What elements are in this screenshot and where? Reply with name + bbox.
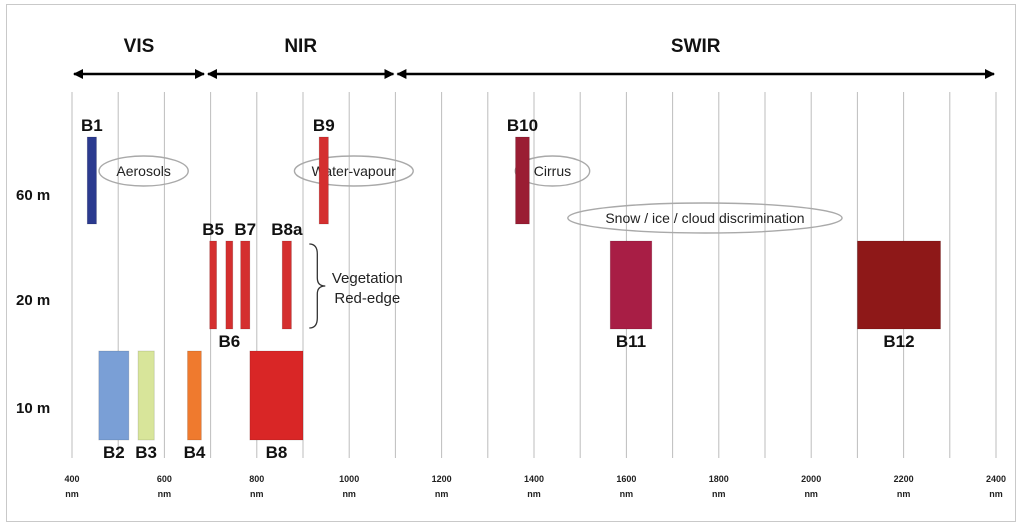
band-label-b8: B8 <box>266 443 288 462</box>
tick-unit-1000: nm <box>342 489 356 499</box>
tick-label-2000: 2000 <box>801 474 821 484</box>
annotation-ellipse-water-vapour <box>293 155 414 187</box>
tick-label-1600: 1600 <box>616 474 636 484</box>
band-label-b6: B6 <box>218 332 240 351</box>
annotation-cirrus: Cirrus <box>534 163 571 179</box>
band-label-b1: B1 <box>81 116 103 135</box>
band-b4 <box>187 350 202 441</box>
range-label-swir: SWIR <box>671 36 721 57</box>
annotation-snow-ice-cloud-discrimination: Snow / ice / cloud discrimination <box>605 210 804 226</box>
annotation-ellipse-aerosols <box>98 155 189 187</box>
range-label-nir: NIR <box>284 36 317 57</box>
band-label-b10: B10 <box>507 116 538 135</box>
resolution-label-20-m: 20 m <box>16 292 50 309</box>
wavelength-ranges: VIS NIR SWIR <box>73 36 995 79</box>
vegetation-brace: Vegetation Red-edge <box>309 243 403 329</box>
band-b2 <box>98 350 130 441</box>
band-label-b12: B12 <box>883 332 914 351</box>
tick-label-2400: 2400 <box>986 474 1006 484</box>
band-b5 <box>209 240 218 330</box>
resolution-label-60-m: 60 m <box>16 187 50 204</box>
tick-label-1800: 1800 <box>709 474 729 484</box>
band-b3 <box>137 350 155 441</box>
range-label-vis: VIS <box>124 36 155 57</box>
annotation-ellipse-snow-ice-cloud-discrimination <box>567 202 843 234</box>
band-label-b4: B4 <box>184 443 206 462</box>
tick-label-1200: 1200 <box>432 474 452 484</box>
tick-unit-400: nm <box>65 489 79 499</box>
tick-unit-1600: nm <box>620 489 634 499</box>
tick-unit-1800: nm <box>712 489 726 499</box>
x-axis-ticks: 400 nm 600 nm 800 nm 1000 nm 1200 nm 1400 nm 1600 nm 1… <box>64 474 1006 499</box>
tick-label-600: 600 <box>157 474 172 484</box>
tick-label-1000: 1000 <box>339 474 359 484</box>
tick-unit-1200: nm <box>435 489 449 499</box>
tick-unit-600: nm <box>158 489 172 499</box>
band-b8 <box>249 350 304 441</box>
band-b8a <box>281 240 292 330</box>
annotation-ellipse-cirrus <box>514 155 591 187</box>
resolution-labels: 60 m 20 m 10 m <box>16 187 50 417</box>
tick-unit-2000: nm <box>804 489 818 499</box>
brace-note-red-edge: Red-edge <box>334 290 400 307</box>
resolution-label-10-m: 10 m <box>16 400 50 417</box>
bands: B1 B9 B10 B5 B6 B7 B8a B11 B12 B2 B3 B4 B8 <box>81 116 941 462</box>
band-b6 <box>225 240 234 330</box>
band-label-b11: B11 <box>616 332 646 351</box>
tick-label-1400: 1400 <box>524 474 544 484</box>
tick-unit-2200: nm <box>897 489 911 499</box>
band-label-b9: B9 <box>313 116 335 135</box>
brace-shape <box>309 243 326 329</box>
band-label-b7: B7 <box>234 220 256 239</box>
tick-unit-800: nm <box>250 489 264 499</box>
annotation-water-vapour: Water-vapour <box>312 163 397 179</box>
tick-label-400: 400 <box>64 474 79 484</box>
band-b11 <box>609 240 653 330</box>
tick-label-800: 800 <box>249 474 264 484</box>
band-label-b8a: B8a <box>271 220 303 239</box>
annotation-aerosols: Aerosols <box>116 163 170 179</box>
band-b10 <box>515 136 530 225</box>
annotations: Aerosols Water-vapour Cirrus Snow / ice / c… <box>98 155 843 234</box>
band-label-b2: B2 <box>103 443 125 462</box>
band-label-b3: B3 <box>135 443 157 462</box>
band-b1 <box>86 136 97 225</box>
chart-frame <box>6 4 1016 522</box>
band-label-b5: B5 <box>202 220 224 239</box>
band-b9 <box>318 136 329 225</box>
tick-unit-1400: nm <box>527 489 541 499</box>
tick-unit-2400: nm <box>989 489 1003 499</box>
tick-label-2200: 2200 <box>894 474 914 484</box>
band-b7 <box>240 240 251 330</box>
brace-note-vegetation: Vegetation <box>332 270 403 287</box>
band-b12 <box>857 240 941 330</box>
